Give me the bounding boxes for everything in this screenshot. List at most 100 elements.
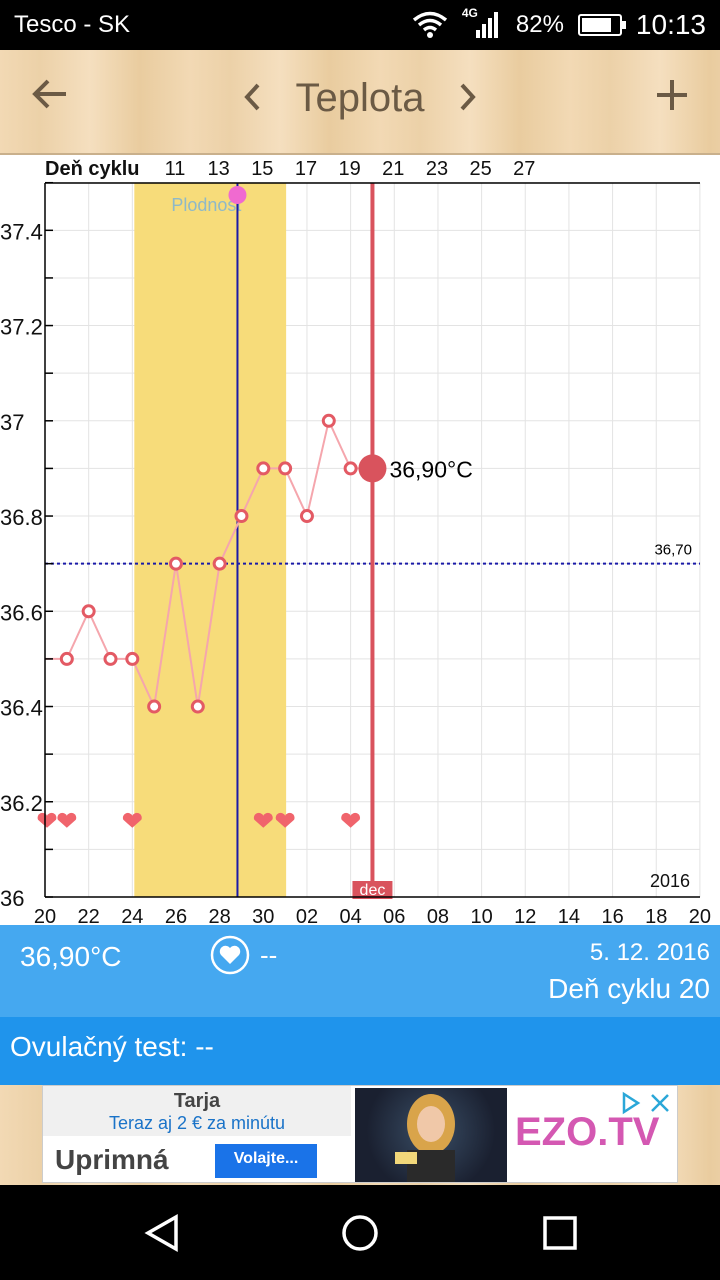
chevron-right-icon (460, 83, 476, 111)
heart-circle-icon (210, 935, 250, 975)
ad-headline: Uprimná (55, 1144, 169, 1175)
fertile-window: Plodnosť (134, 183, 287, 897)
temperature-point (343, 461, 358, 476)
intercourse-markers (37, 812, 361, 828)
ad-banner-area: Tarja Teraz aj 2 € za minútu Uprimná Vol… (0, 1085, 720, 1185)
x-tick-label: 24 (121, 906, 143, 925)
cycle-axis-label: Deň cyklu (45, 158, 139, 180)
toolbar: Teplota (0, 50, 720, 155)
cycle-day-label: 23 (426, 158, 448, 180)
x-tick-label: 12 (514, 906, 536, 925)
adchoices-icon[interactable] (617, 1090, 643, 1116)
fertile-window-band (134, 183, 287, 897)
ovulation-test-value: -- (195, 1031, 214, 1062)
intercourse-heart (253, 812, 273, 828)
cycle-day-label: 21 (382, 158, 404, 180)
temperature-point (168, 556, 183, 571)
cycle-day-label: 25 (469, 158, 491, 180)
temperature-point (190, 699, 205, 714)
x-tick-label: 06 (383, 906, 405, 925)
ovulation-marker (228, 186, 247, 204)
temperature-point (321, 413, 336, 428)
intercourse-heart (341, 812, 361, 828)
x-tick-label: 22 (78, 906, 100, 925)
nav-recent-icon[interactable] (540, 1213, 580, 1253)
axes: dec 36 36.2 36.4 36.6 36.8 37 37.2 37.4 20 22 24 26 2… (0, 158, 711, 925)
x-tick-label: 30 (252, 906, 274, 925)
intercourse-toggle[interactable]: -- (210, 935, 277, 975)
person-photo (395, 1094, 455, 1182)
temperature-point (103, 651, 118, 666)
page-title: Teplota (295, 75, 425, 120)
intercourse-heart (122, 812, 142, 828)
prev-button[interactable] (242, 81, 262, 116)
back-button[interactable] (30, 74, 70, 125)
y-tick-label: 36.4 (0, 696, 43, 721)
month-tag (352, 881, 393, 899)
next-button[interactable] (458, 81, 478, 116)
temperature-value: 36,90°C (20, 941, 122, 972)
info-panel: 36,90°C -- 5. 12. 2016 Deň cyklu 20 (0, 925, 720, 1017)
battery-icon (577, 14, 626, 36)
arrow-left-icon (32, 79, 66, 109)
cycle-day-label: 27 (513, 158, 535, 180)
y-tick-label: 37.4 (0, 219, 43, 244)
carrier-label: Tesco - SK (14, 11, 131, 38)
temperature-line (45, 417, 373, 710)
intercourse-heart (275, 812, 295, 828)
x-tick-label: 02 (296, 906, 318, 925)
temperature-point (81, 604, 96, 619)
cycle-day-label: 17 (295, 158, 317, 180)
temperature-point (59, 651, 74, 666)
selected-date: 5. 12. 2016 (589, 939, 710, 966)
intercourse-heart (57, 812, 77, 828)
nav-home-icon[interactable] (340, 1213, 380, 1253)
ad-image (355, 1088, 507, 1182)
ovulation-test-row[interactable]: Ovulačný test: -- (0, 1017, 720, 1085)
clock: 10:13 (635, 9, 706, 40)
temperature-point (147, 699, 162, 714)
cycle-day-label: 19 (339, 158, 361, 180)
ad-banner[interactable]: Tarja Teraz aj 2 € za minútu Uprimná Vol… (42, 1085, 678, 1183)
temperature-chart[interactable]: Plodnosť 36,70 36,90°C dec 36 36.2 36.4 36.6… (0, 155, 720, 925)
signal-icon: 4G (462, 6, 502, 40)
battery-percent: 82% (515, 11, 564, 38)
x-tick-label: 04 (339, 906, 361, 925)
cover-line-label: 36,70 (654, 542, 692, 559)
navigation-bar (0, 1185, 720, 1280)
y-tick-label: 36.2 (0, 791, 43, 816)
ad-cta-button[interactable]: Volajte... (215, 1144, 317, 1178)
intercourse-value: -- (260, 939, 278, 970)
ad-close-icon[interactable] (647, 1090, 673, 1116)
y-tick-label: 37 (0, 410, 24, 435)
y-tick-label: 36 (0, 886, 24, 911)
temperature-point (278, 461, 293, 476)
reference-lines: 36,70 (45, 183, 700, 897)
y-tick-label: 36.8 (0, 505, 43, 530)
x-tick-label: 08 (427, 906, 449, 925)
temperature-point (256, 461, 271, 476)
ovulation-test-label: Ovulačný test: (10, 1031, 188, 1062)
temperature-series: 36,90°C (45, 413, 473, 714)
x-tick-label: 28 (209, 906, 231, 925)
x-tick-label: 20 (689, 906, 711, 925)
nav-back-icon[interactable] (142, 1213, 182, 1253)
temperature-point (299, 509, 314, 524)
ad-name: Tarja (173, 1090, 221, 1112)
temperature-point (212, 556, 227, 571)
x-tick-label: 16 (601, 906, 623, 925)
fertile-label: Plodnosť (171, 195, 243, 215)
x-tick-label: 10 (470, 906, 492, 925)
cycle-day-label: 13 (208, 158, 230, 180)
cycle-day-label: 15 (251, 158, 273, 180)
x-tick-label: 14 (558, 906, 580, 925)
status-bar: Tesco - SK 4G 82% 10:13 (0, 0, 720, 50)
ad-tagline: Teraz aj 2 € za minútu (108, 1113, 286, 1133)
x-tick-label: 20 (34, 906, 56, 925)
network-type: 4G (461, 6, 478, 20)
title-group: Teplota (0, 74, 720, 121)
cycle-day-label: 11 (165, 158, 186, 180)
battery-fill (581, 18, 612, 32)
selected-point (358, 454, 387, 483)
add-button[interactable] (654, 74, 690, 124)
